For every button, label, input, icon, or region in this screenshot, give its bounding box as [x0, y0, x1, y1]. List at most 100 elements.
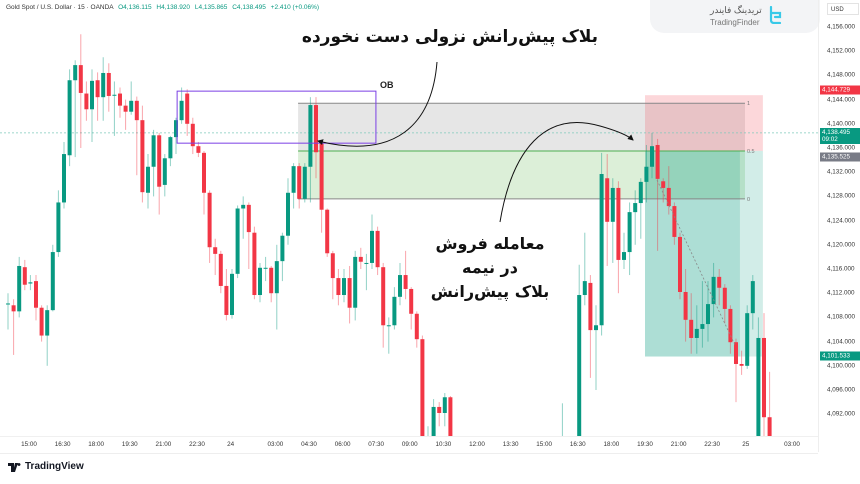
time-tick: 16:30 — [569, 441, 586, 448]
candle-down — [314, 105, 318, 153]
candle-down — [325, 209, 330, 254]
candle-up — [168, 137, 173, 159]
candle-down — [381, 267, 386, 326]
tradingfinder-watermark: تریدینگ فایندر TradingFinder — [650, 0, 820, 33]
candle-down — [39, 307, 44, 336]
candle-down — [717, 276, 722, 288]
annotation-line-2: در نیمه — [462, 258, 518, 277]
candle-up — [73, 65, 78, 81]
candle-down — [84, 93, 89, 110]
candle-up — [280, 235, 285, 262]
candle-down — [661, 181, 666, 188]
candle-up — [745, 313, 750, 366]
bar-countdown: 09:02 — [822, 136, 838, 143]
candle-down — [666, 187, 671, 207]
tradingview-logo: TradingView — [8, 461, 84, 473]
price-tick: 4,100.000 — [827, 362, 856, 370]
candle-down — [672, 206, 677, 237]
order-block-box — [176, 90, 377, 144]
candle-down — [95, 80, 100, 98]
candle-down — [448, 397, 453, 436]
candle-down — [118, 93, 122, 106]
candle-down — [762, 337, 766, 418]
tradingview-logo-icon — [8, 462, 21, 472]
candle-up — [67, 80, 72, 156]
price-tick: 4,140.000 — [827, 120, 856, 128]
time-tick: 06:00 — [334, 441, 351, 448]
candle-up — [241, 204, 246, 209]
time-tick: 22:30 — [704, 441, 721, 448]
time-tick: 19:30 — [121, 441, 138, 448]
candle-down — [683, 291, 688, 320]
price-tick: 4,124.000 — [827, 217, 856, 225]
time-tick: 15:00 — [21, 441, 37, 448]
candle-down — [34, 281, 38, 308]
stop-loss-zone — [645, 95, 763, 151]
candle-up — [162, 158, 167, 185]
annotation-line-1: معامله فروش — [435, 234, 545, 253]
time-tick: 12:00 — [469, 441, 485, 448]
symbol-legend: Gold Spot / U.S. Dollar · 15 · OANDA O4,… — [6, 4, 319, 11]
candle-up — [392, 296, 397, 326]
candle-down — [403, 275, 408, 289]
target-price-tag: 4,101.533 — [820, 351, 860, 361]
candle-down — [358, 256, 363, 262]
candle-up — [644, 166, 649, 182]
candle-up — [179, 100, 184, 121]
candle-up — [599, 174, 604, 326]
candle-up — [650, 146, 654, 167]
candle-up — [342, 278, 346, 296]
candle-up — [756, 337, 761, 436]
fib-level-label: 1 — [747, 101, 750, 107]
candle-up — [50, 252, 55, 311]
candle-up — [706, 304, 710, 325]
candle-up — [6, 303, 10, 305]
arrow-to-entry — [499, 122, 634, 223]
candle-up — [146, 166, 150, 193]
candle-down — [202, 152, 206, 193]
candle-up — [364, 262, 369, 264]
currency-button[interactable]: USD — [827, 3, 859, 15]
candle-up — [386, 325, 391, 327]
candle-up — [258, 267, 262, 296]
candle-up — [101, 72, 106, 98]
candle-up — [112, 94, 117, 96]
candle-down — [347, 278, 352, 308]
annotation-sell-trade: معامله فروش در نیمه بلاک پیش‌رانش — [405, 232, 575, 304]
time-tick: 21:00 — [670, 441, 687, 448]
time-tick: 04:30 — [301, 441, 317, 448]
candle-down — [185, 93, 190, 124]
time-tick: 21:00 — [155, 441, 172, 448]
candle-down — [269, 267, 274, 294]
candle-down — [78, 65, 83, 93]
price-chart[interactable]: 10.50 — [0, 0, 818, 436]
price-tick: 4,112.000 — [827, 289, 855, 297]
trade-path-line — [656, 179, 736, 346]
time-axis[interactable]: 15:00 16:30 18:00 19:30 21:00 22:30 24 03:00 04:… — [0, 436, 818, 454]
ohlc-close: C4,138.495 — [232, 4, 266, 11]
time-tick: 10:30 — [435, 441, 452, 448]
candle-up — [622, 252, 626, 260]
candle-down — [224, 285, 229, 315]
candle-up — [353, 256, 358, 308]
price-tick: 4,116.000 — [827, 265, 855, 273]
candle-up — [370, 230, 374, 263]
candle-down — [375, 230, 380, 268]
candle-down — [134, 100, 139, 121]
candle-down — [420, 339, 425, 436]
candle-up — [291, 166, 296, 193]
price-tick: 4,104.000 — [827, 338, 856, 346]
candle-down — [655, 144, 660, 179]
candle-up — [627, 212, 632, 253]
candle-down — [140, 120, 145, 193]
candle-down — [207, 192, 212, 248]
candle-down — [336, 278, 341, 296]
price-axis[interactable]: USD 4,156.000 4,152.000 4,148.000 4,144.000… — [818, 0, 860, 452]
candle-down — [767, 417, 772, 436]
ohlc-change: +2.410 (+0.06%) — [270, 4, 320, 11]
candle-down — [734, 342, 738, 364]
candle-up — [28, 282, 33, 284]
candle-down — [22, 267, 27, 285]
ohlc-open: O4,136.115 — [118, 4, 152, 11]
candle-down — [213, 247, 218, 254]
